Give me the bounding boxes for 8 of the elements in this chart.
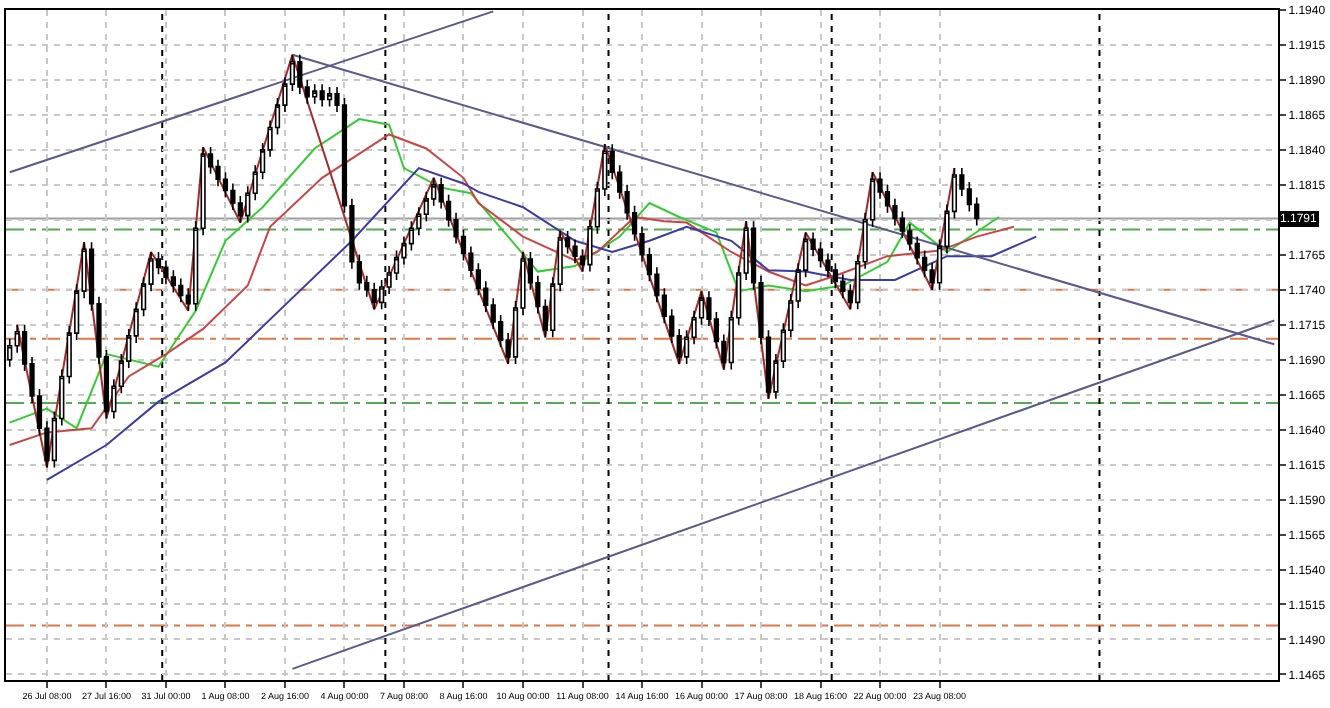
candlestick [312, 83, 318, 105]
line-series [45, 167, 1038, 481]
candlestick [572, 238, 578, 264]
line-series [16, 53, 956, 469]
candlestick [178, 277, 184, 304]
candlestick [326, 86, 333, 108]
candlestick [371, 281, 377, 311]
candlestick [319, 83, 325, 108]
